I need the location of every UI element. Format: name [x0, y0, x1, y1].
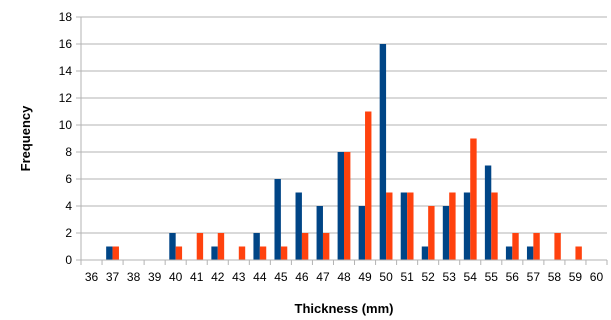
x-tick-label: 49: [358, 270, 372, 284]
bar-orange-46: [301, 233, 309, 260]
y-tick-label: 16: [59, 37, 73, 51]
x-tick-label: 40: [169, 270, 183, 284]
bar-blue-44: [253, 233, 260, 260]
x-tick-label: 56: [506, 270, 520, 284]
bar-blue-54: [463, 192, 471, 260]
bar-blue-40: [169, 233, 176, 260]
x-tick-label: 37: [106, 270, 120, 284]
x-tick-label: 48: [337, 270, 351, 284]
bar-blue-50: [379, 44, 387, 260]
bar-orange-59: [575, 246, 582, 260]
bar-blue-46: [295, 192, 302, 260]
bar-blue-42: [211, 246, 218, 260]
x-tick-label: 55: [485, 270, 499, 284]
bar-blue-47: [316, 206, 323, 260]
x-axis-label: Thickness (mm): [295, 301, 394, 316]
x-tick-label: 53: [443, 270, 457, 284]
y-tick-label: 12: [59, 91, 73, 105]
x-tick-label: 39: [148, 270, 162, 284]
x-tick-label: 54: [464, 270, 478, 284]
x-tick-label: 51: [400, 270, 414, 284]
x-tick-label: 58: [548, 270, 562, 284]
bar-orange-42: [217, 233, 225, 260]
bar-orange-45: [280, 246, 288, 260]
x-tick-label: 50: [379, 270, 393, 284]
bar-blue-53: [442, 206, 450, 260]
x-tick-label: 41: [190, 270, 204, 284]
bar-orange-58: [554, 233, 561, 260]
x-tick-label: 42: [211, 270, 225, 284]
y-tick-label: 2: [65, 226, 72, 240]
bar-blue-52: [421, 246, 429, 260]
bar-orange-51: [407, 192, 414, 260]
bar-blue-57: [526, 246, 534, 260]
bar-blue-45: [274, 179, 281, 260]
axes: [76, 16, 608, 265]
bar-orange-56: [512, 233, 519, 260]
gridlines: [81, 16, 607, 234]
x-tick-label: 52: [421, 270, 435, 284]
bar-orange-49: [365, 111, 372, 260]
y-tick-labels: 0 2 4 6 8 10 12 14 16 18: [59, 10, 73, 267]
bar-orange-44: [259, 246, 267, 260]
y-tick-label: 0: [65, 253, 72, 267]
bar-orange-47: [322, 233, 330, 260]
x-tick-label: 59: [569, 270, 583, 284]
bar-orange-43: [238, 246, 246, 260]
bar-blue-56: [505, 246, 513, 260]
x-tick-label: 45: [274, 270, 288, 284]
bar-blue-49: [358, 206, 366, 260]
y-axis-label: Frequency: [18, 105, 33, 172]
bar-orange-50: [386, 192, 393, 260]
x-tick-label: 38: [127, 270, 141, 284]
x-tick-label: 43: [232, 270, 246, 284]
y-tick-label: 4: [65, 199, 72, 213]
y-tick-label: 6: [65, 172, 72, 186]
bar-blue-55: [484, 165, 492, 260]
bar-blue-48: [337, 152, 344, 260]
y-tick-label: 10: [59, 118, 73, 132]
bar-orange-54: [470, 138, 477, 260]
bar-orange-57: [533, 233, 540, 260]
x-tick-label: 47: [316, 270, 330, 284]
x-tick-labels: 36 37 38 39 40 41 42 43 44 45 46 47 48 49 50 51 52 53 54 55…: [85, 270, 604, 284]
bar-orange-41: [196, 233, 204, 260]
x-tick-label: 60: [590, 270, 604, 284]
y-tick-label: 14: [59, 64, 73, 78]
x-tick-label: 44: [253, 270, 267, 284]
bar-orange-52: [428, 206, 435, 260]
bar-orange-53: [449, 192, 456, 260]
x-tick-label: 46: [295, 270, 309, 284]
bars: [106, 44, 582, 260]
y-tick-label: 8: [65, 145, 72, 159]
bar-orange-37: [112, 246, 119, 260]
bar-orange-48: [344, 152, 351, 260]
bar-orange-55: [491, 192, 498, 260]
y-tick-label: 18: [59, 10, 73, 24]
x-tick-label: 57: [527, 270, 541, 284]
bar-blue-51: [400, 192, 408, 260]
bar-orange-40: [175, 246, 183, 260]
x-tick-label: 36: [85, 270, 99, 284]
bar-blue-37: [106, 246, 113, 260]
